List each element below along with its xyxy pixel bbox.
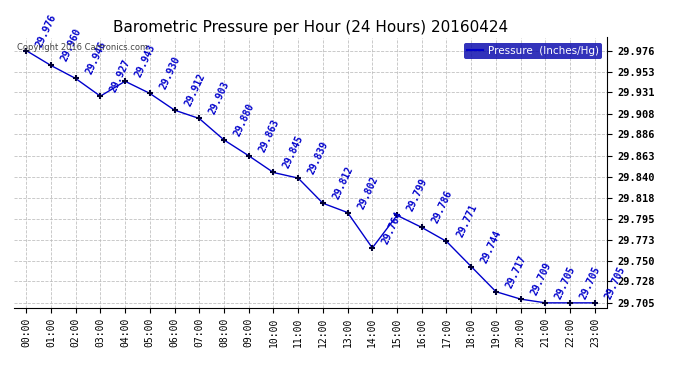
Text: 29.903: 29.903 [208,80,232,116]
Text: 29.705: 29.705 [603,264,627,301]
Legend: Pressure  (Inches/Hg): Pressure (Inches/Hg) [464,43,602,59]
Text: 29.912: 29.912 [183,72,207,108]
Text: 29.812: 29.812 [331,165,355,201]
Text: 29.717: 29.717 [504,254,529,290]
Text: 29.946: 29.946 [84,40,108,76]
Text: 29.880: 29.880 [233,102,256,138]
Text: 29.799: 29.799 [405,177,429,213]
Text: 29.744: 29.744 [480,228,504,264]
Text: Copyright 2016 Cartronics.com: Copyright 2016 Cartronics.com [17,43,148,52]
Text: 29.705: 29.705 [578,264,602,301]
Text: 29.930: 29.930 [158,55,182,91]
Text: 29.764: 29.764 [381,210,404,246]
Text: 29.839: 29.839 [306,140,331,176]
Text: 29.705: 29.705 [553,264,578,301]
Text: 29.943: 29.943 [133,43,157,79]
Title: Barometric Pressure per Hour (24 Hours) 20160424: Barometric Pressure per Hour (24 Hours) … [113,20,508,35]
Text: 29.709: 29.709 [529,261,553,297]
Text: 29.960: 29.960 [59,27,83,63]
Text: 29.845: 29.845 [282,134,306,170]
Text: 29.863: 29.863 [257,117,281,154]
Text: 29.786: 29.786 [430,189,454,225]
Text: 29.802: 29.802 [356,174,380,210]
Text: 29.771: 29.771 [455,203,479,239]
Text: 29.976: 29.976 [34,12,59,48]
Text: 29.927: 29.927 [108,58,132,94]
